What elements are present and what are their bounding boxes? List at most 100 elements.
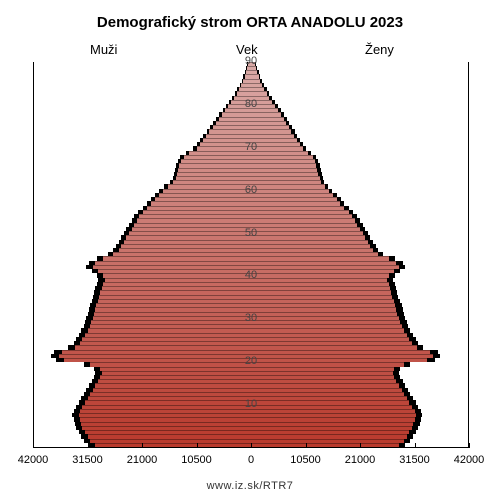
women-bar <box>251 358 427 362</box>
age-row <box>34 184 468 188</box>
age-row <box>34 197 468 201</box>
women-bar <box>251 168 317 172</box>
men-bar <box>177 172 251 176</box>
age-row <box>34 134 468 138</box>
men-bar <box>90 439 251 443</box>
women-bar <box>251 439 404 443</box>
x-tick-mark <box>142 443 143 448</box>
women-bar <box>251 405 412 409</box>
age-row <box>34 83 468 87</box>
men-bar <box>102 286 251 290</box>
women-bar <box>251 295 392 299</box>
women-bar <box>251 214 352 218</box>
women-bar <box>251 184 325 188</box>
women-bar <box>251 430 409 434</box>
women-bar <box>251 443 399 447</box>
men-bar <box>80 417 251 421</box>
age-row <box>34 282 468 286</box>
women-bar <box>251 163 316 167</box>
women-bar <box>251 307 396 311</box>
men-bar <box>100 290 251 294</box>
x-tick-mark <box>469 443 470 448</box>
women-bar <box>251 112 281 116</box>
age-row <box>34 121 468 125</box>
women-bar <box>251 134 294 138</box>
age-row <box>34 104 468 108</box>
age-row <box>34 172 468 176</box>
women-bar <box>251 265 399 269</box>
age-row <box>34 240 468 244</box>
age-row <box>34 409 468 413</box>
men-bar <box>179 163 251 167</box>
men-bar <box>173 180 251 184</box>
women-bar <box>251 159 315 163</box>
men-bar <box>181 159 251 163</box>
men-bar <box>239 87 251 91</box>
footer-url: www.iz.sk/RTR7 <box>0 480 500 492</box>
men-bar <box>178 168 251 172</box>
men-bar <box>95 443 251 447</box>
age-row <box>34 100 468 104</box>
age-row <box>34 358 468 362</box>
age-row <box>34 252 468 256</box>
women-bar <box>251 290 391 294</box>
men-bar <box>113 252 251 256</box>
age-row <box>34 129 468 133</box>
x-tick: 31500 <box>72 454 103 466</box>
women-bar <box>251 155 313 159</box>
age-row <box>34 417 468 421</box>
age-row <box>34 413 468 417</box>
x-ticks: 4200031500210001050001050021000315004200… <box>33 454 469 470</box>
men-bar <box>98 299 251 303</box>
women-bar <box>251 282 389 286</box>
women-bar <box>251 197 337 201</box>
age-row <box>34 159 468 163</box>
women-bar <box>251 70 257 74</box>
age-row <box>34 168 468 172</box>
age-row <box>34 74 468 78</box>
age-row <box>34 176 468 180</box>
women-bar <box>251 320 400 324</box>
plot-area: 102030405060708090 <box>33 62 469 448</box>
women-bar <box>251 409 415 413</box>
age-row <box>34 265 468 269</box>
x-tick: 10500 <box>181 454 212 466</box>
x-tick-mark <box>197 443 198 448</box>
men-bar <box>103 282 251 286</box>
age-row <box>34 180 468 184</box>
age-row <box>34 307 468 311</box>
men-bar <box>93 316 251 320</box>
men-bar <box>159 193 251 197</box>
women-bar <box>251 129 291 133</box>
men-bar <box>209 129 251 133</box>
women-bar <box>251 256 389 260</box>
women-bar <box>251 79 260 83</box>
x-tick-mark <box>360 443 361 448</box>
age-label: Vek <box>236 42 258 57</box>
women-label: Ženy <box>365 42 394 57</box>
women-bar <box>251 316 399 320</box>
women-bar <box>251 312 397 316</box>
age-row <box>34 66 468 70</box>
women-bar <box>251 218 355 222</box>
age-row <box>34 96 468 100</box>
pyramid-chart: Demografický strom ORTA ANADOLU 2023 Muž… <box>0 0 500 500</box>
women-bar <box>251 261 396 265</box>
women-bar <box>251 328 404 332</box>
age-row <box>34 341 468 345</box>
age-row <box>34 367 468 371</box>
x-tick: 42000 <box>18 454 49 466</box>
men-bar <box>81 422 251 426</box>
women-bar <box>251 299 394 303</box>
men-bar <box>206 134 251 138</box>
women-bar <box>251 248 373 252</box>
women-bar <box>251 180 321 184</box>
x-tick: 0 <box>248 454 254 466</box>
women-bar <box>251 400 409 404</box>
women-bar <box>251 375 394 379</box>
women-bar <box>251 278 387 282</box>
men-bar <box>100 367 251 371</box>
age-row <box>34 163 468 167</box>
women-bar <box>251 426 412 430</box>
age-row <box>34 295 468 299</box>
